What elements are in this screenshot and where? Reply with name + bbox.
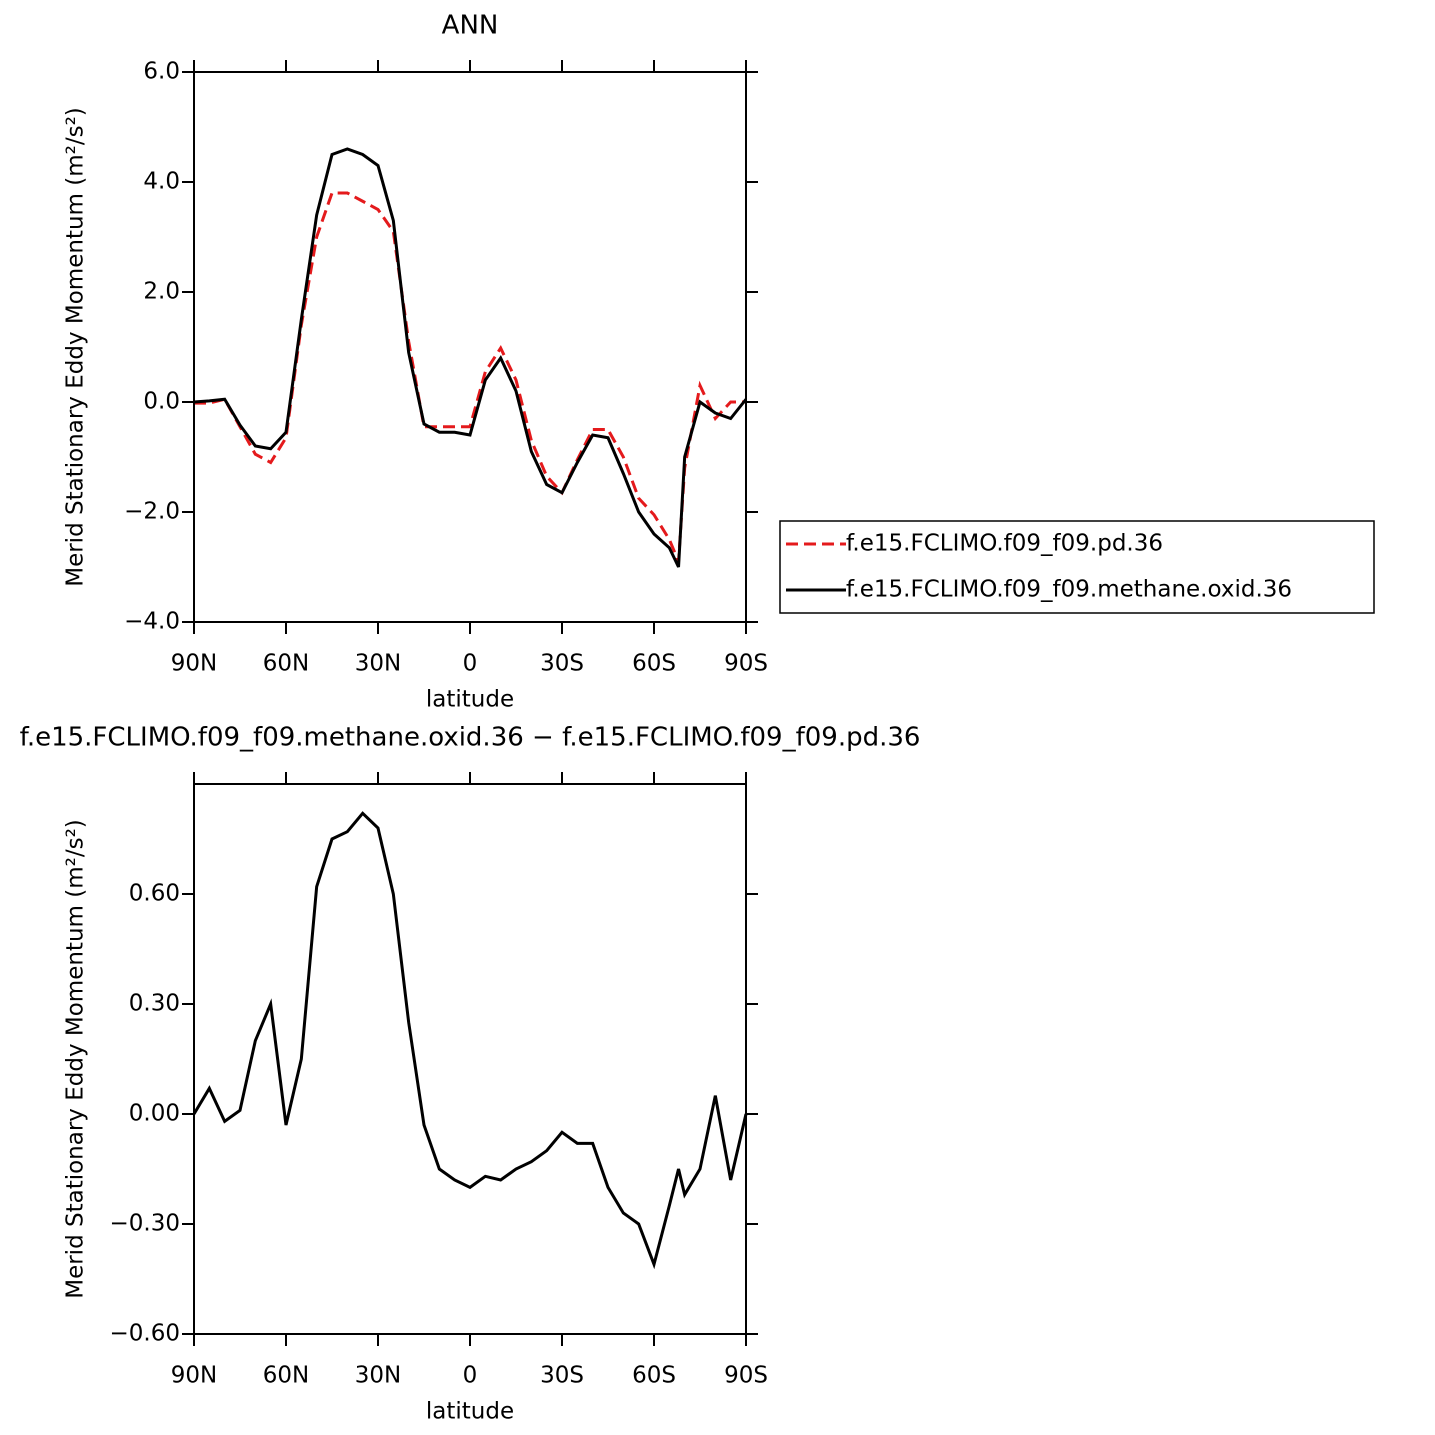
y-axis-label: Merid Stationary Eddy Momentum (m²/s²) <box>63 819 89 1299</box>
x-tick-label: 90N <box>171 651 217 677</box>
legend-label: f.e15.FCLIMO.f09_f09.methane.oxid.36 <box>846 577 1292 603</box>
y-tick-label: 4.0 <box>143 169 180 195</box>
chart-title: ANN <box>442 11 499 41</box>
x-tick-label: 90S <box>724 1363 768 1389</box>
y-tick-label: 0.30 <box>129 991 180 1017</box>
x-tick-label: 30N <box>355 1363 401 1389</box>
y-tick-label: 2.0 <box>143 279 180 305</box>
x-tick-label: 0 <box>463 651 478 677</box>
x-tick-label: 30S <box>540 651 584 677</box>
x-tick-label: 30N <box>355 651 401 677</box>
x-tick-label: 0 <box>463 1363 478 1389</box>
x-tick-label: 60S <box>632 651 676 677</box>
x-tick-label: 30S <box>540 1363 584 1389</box>
y-tick-label: 6.0 <box>143 59 180 85</box>
y-tick-label: 0.00 <box>129 1101 180 1127</box>
data-line <box>193 147 748 568</box>
y-tick-label: 0.0 <box>143 389 180 415</box>
y-tick-label: −4.0 <box>124 609 180 635</box>
y-tick-label: −0.60 <box>110 1321 180 1347</box>
y-tick-label: −2.0 <box>124 499 180 525</box>
legend-box <box>779 520 1375 614</box>
x-tick-label: 90N <box>171 1363 217 1389</box>
y-tick-label: −0.30 <box>110 1211 180 1237</box>
y-axis-label: Merid Stationary Eddy Momentum (m²/s²) <box>63 107 89 587</box>
plot-frame <box>193 71 747 623</box>
legend-label: f.e15.FCLIMO.f09_f09.pd.36 <box>846 531 1163 557</box>
x-axis-label: latitude <box>426 1399 514 1425</box>
chart-title: f.e15.FCLIMO.f09_f09.methane.oxid.36 − f… <box>20 723 921 753</box>
plot-frame <box>193 783 747 1335</box>
data-line <box>192 811 748 1270</box>
x-axis-label: latitude <box>426 687 514 713</box>
x-tick-label: 60N <box>263 651 309 677</box>
x-tick-label: 60S <box>632 1363 676 1389</box>
x-tick-label: 90S <box>724 651 768 677</box>
data-line <box>194 191 746 563</box>
y-tick-label: 0.60 <box>129 881 180 907</box>
x-tick-label: 60N <box>263 1363 309 1389</box>
